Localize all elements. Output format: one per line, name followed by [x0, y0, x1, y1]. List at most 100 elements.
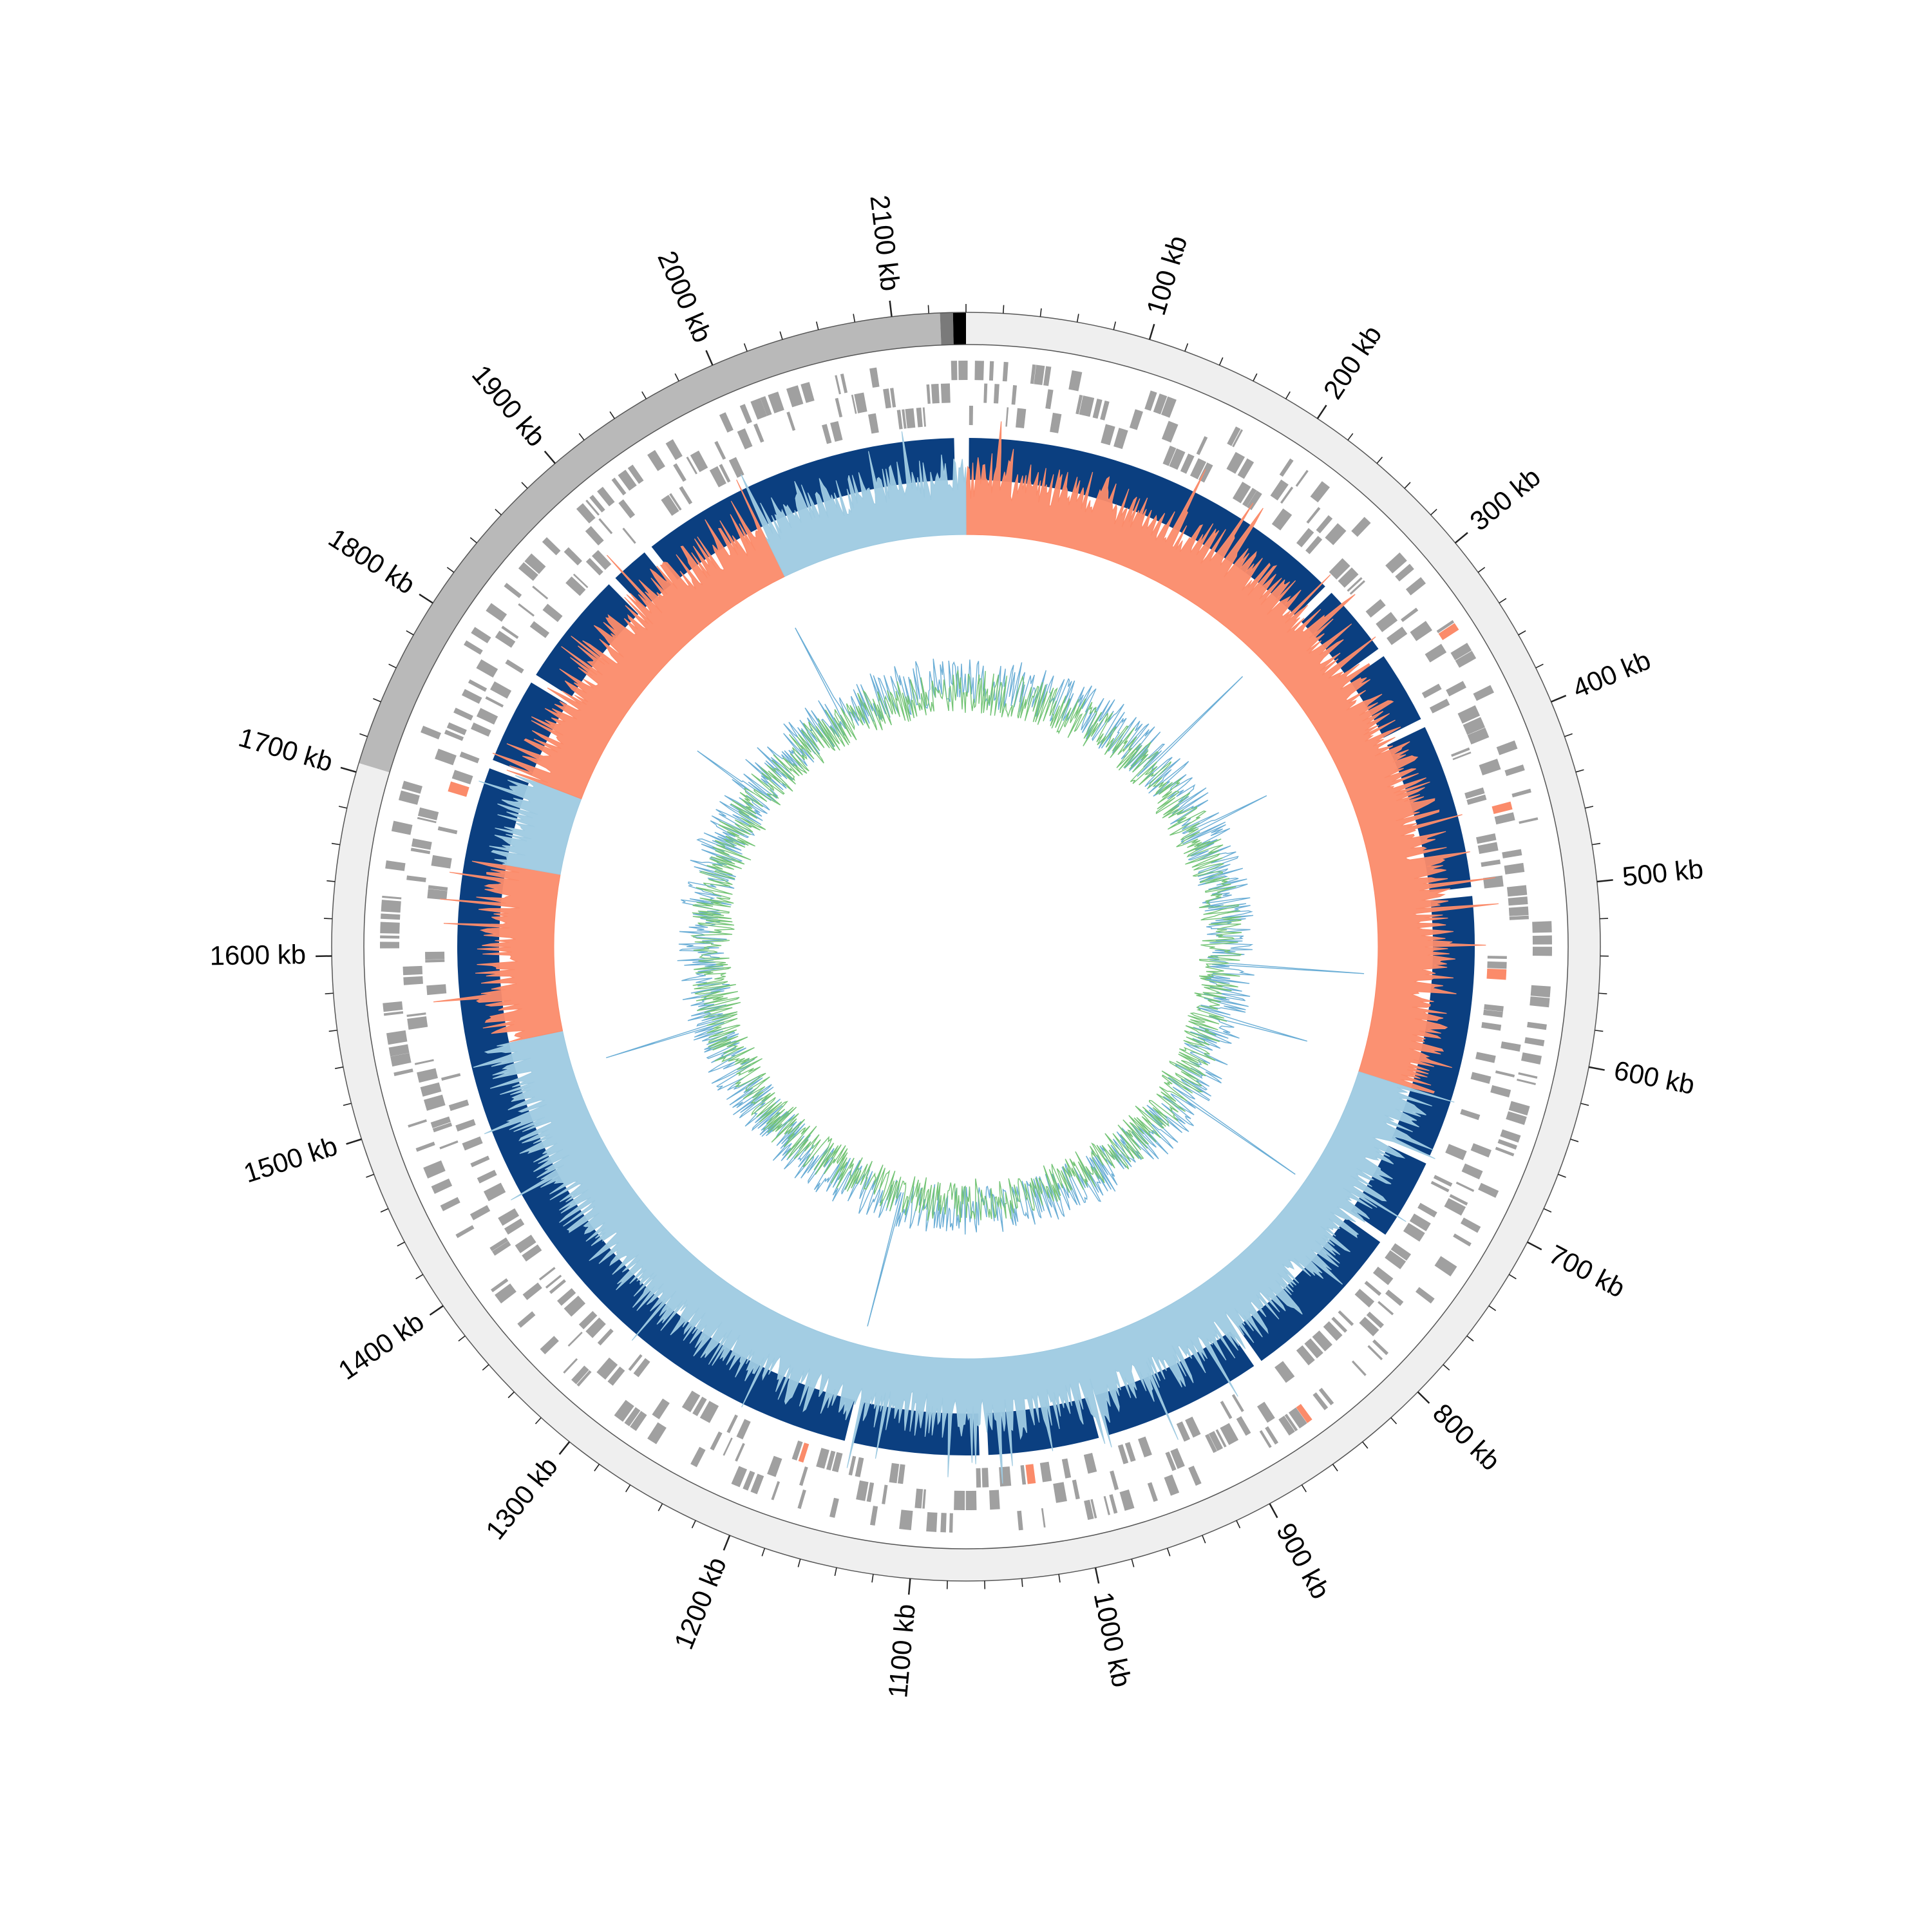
gene-feature	[1455, 1181, 1475, 1192]
inner-trace	[690, 670, 1242, 1222]
gene-feature	[1270, 479, 1289, 501]
gene-feature	[851, 394, 857, 414]
gene-feature	[1305, 536, 1323, 554]
minor-tick	[415, 1274, 424, 1280]
contig-track	[457, 438, 1475, 1455]
gene-feature	[1461, 1163, 1483, 1180]
gene-feature	[406, 1012, 426, 1018]
minor-tick	[1595, 1029, 1604, 1032]
scale-label-1100kb: 1100 kb	[882, 1603, 921, 1700]
gene-feature	[1433, 1175, 1453, 1187]
gene-feature	[1508, 896, 1528, 906]
gene-feature	[1039, 1461, 1052, 1482]
gene-feature	[423, 1160, 446, 1179]
gene-feature	[1460, 1108, 1481, 1121]
gene-feature	[822, 424, 832, 444]
gene-feature	[461, 688, 482, 704]
minor-tick	[1202, 1535, 1206, 1544]
gene-feature	[922, 1489, 926, 1509]
gene-feature	[1409, 1213, 1431, 1231]
gene-feature	[840, 374, 848, 393]
scale-labels: 100 kb 200 kb 300 kb 400 kb 500 kb 600 kb 700 …	[209, 193, 1705, 1699]
gene-feature	[1288, 1407, 1307, 1429]
gene-feature	[914, 1488, 923, 1509]
minor-tick	[1558, 1173, 1566, 1178]
gene-feature	[1180, 453, 1195, 474]
gene-feature	[750, 397, 767, 420]
minor-tick	[691, 1520, 696, 1529]
minor-tick	[366, 1173, 374, 1178]
gene-feature	[485, 696, 504, 708]
gene-feature	[483, 1182, 506, 1202]
contig-block	[1350, 1146, 1426, 1235]
gene-feature	[1338, 1310, 1354, 1326]
gene-feature	[1467, 727, 1490, 744]
outer-band-segment	[952, 312, 966, 345]
gene-feature	[1417, 1202, 1437, 1218]
gene-feature	[614, 1399, 634, 1422]
minor-tick	[1184, 343, 1189, 352]
gene-feature	[786, 385, 804, 408]
gene-feature	[411, 838, 432, 850]
scale-label-1300kb: 1300 kb	[480, 1451, 564, 1545]
gene-feature	[1449, 1194, 1468, 1206]
gene-feature	[1169, 448, 1186, 470]
minor-tick	[328, 1029, 337, 1032]
scale-label-800kb: 800 kb	[1427, 1397, 1506, 1476]
gene-feature	[1390, 1243, 1412, 1261]
gene-feature	[1226, 451, 1245, 474]
gene-feature	[835, 397, 843, 418]
gene-feature	[1378, 1301, 1394, 1316]
gene-feature	[1312, 1392, 1329, 1410]
major-tick	[1269, 1503, 1278, 1519]
gene-feature	[949, 1513, 953, 1533]
gene-feature	[624, 1406, 641, 1426]
gene-feature	[1306, 507, 1321, 524]
gene-feature	[798, 1443, 810, 1463]
gene-feature	[848, 1455, 857, 1476]
scale-label-200kb: 200 kb	[1317, 320, 1387, 404]
major-tick	[1148, 323, 1155, 340]
gene-feature	[1205, 1434, 1217, 1454]
gene-feature	[899, 1510, 913, 1530]
gene-feature	[1487, 956, 1507, 960]
gene-feature	[622, 527, 636, 544]
gene-feature	[1478, 1182, 1499, 1198]
gene-feature	[1405, 577, 1426, 596]
gene-feature	[1502, 849, 1522, 858]
minor-tick	[535, 1417, 542, 1425]
gene-feature	[1220, 1423, 1239, 1445]
gene-feature	[1508, 1101, 1530, 1116]
gene-feature	[401, 781, 422, 794]
gene-feature	[585, 1317, 606, 1338]
gene-feature	[829, 1497, 839, 1518]
scale-label-600kb: 600 kb	[1612, 1055, 1698, 1100]
gene-feature	[1084, 1499, 1094, 1520]
gene-feature	[799, 1466, 808, 1486]
minor-tick	[1518, 630, 1526, 636]
scale-label-500kb: 500 kb	[1621, 853, 1705, 892]
gene-feature	[386, 1030, 408, 1045]
minor-tick	[1477, 567, 1486, 573]
gene-feature	[1486, 969, 1507, 980]
minor-tick	[325, 992, 334, 994]
gene-feature	[391, 820, 413, 835]
minor-tick	[388, 663, 397, 668]
minor-tick	[1039, 308, 1042, 317]
gene-feature	[699, 1401, 719, 1423]
minor-tick	[1131, 1558, 1135, 1567]
gene-feature	[647, 450, 665, 471]
gene-feature	[1208, 1431, 1224, 1452]
gene-feature	[1354, 1289, 1375, 1308]
gene-feature	[1463, 717, 1485, 735]
gene-feature	[976, 1468, 981, 1488]
gene-feature	[1284, 1414, 1298, 1432]
contig-block	[493, 682, 567, 775]
gene-feature	[380, 942, 400, 949]
gene-feature	[432, 1122, 453, 1133]
gene-feature	[1366, 1311, 1385, 1329]
gene-feature	[597, 1328, 614, 1346]
gene-feature	[585, 526, 604, 546]
gene-feature	[954, 1490, 965, 1510]
gene-feature	[430, 1116, 451, 1128]
